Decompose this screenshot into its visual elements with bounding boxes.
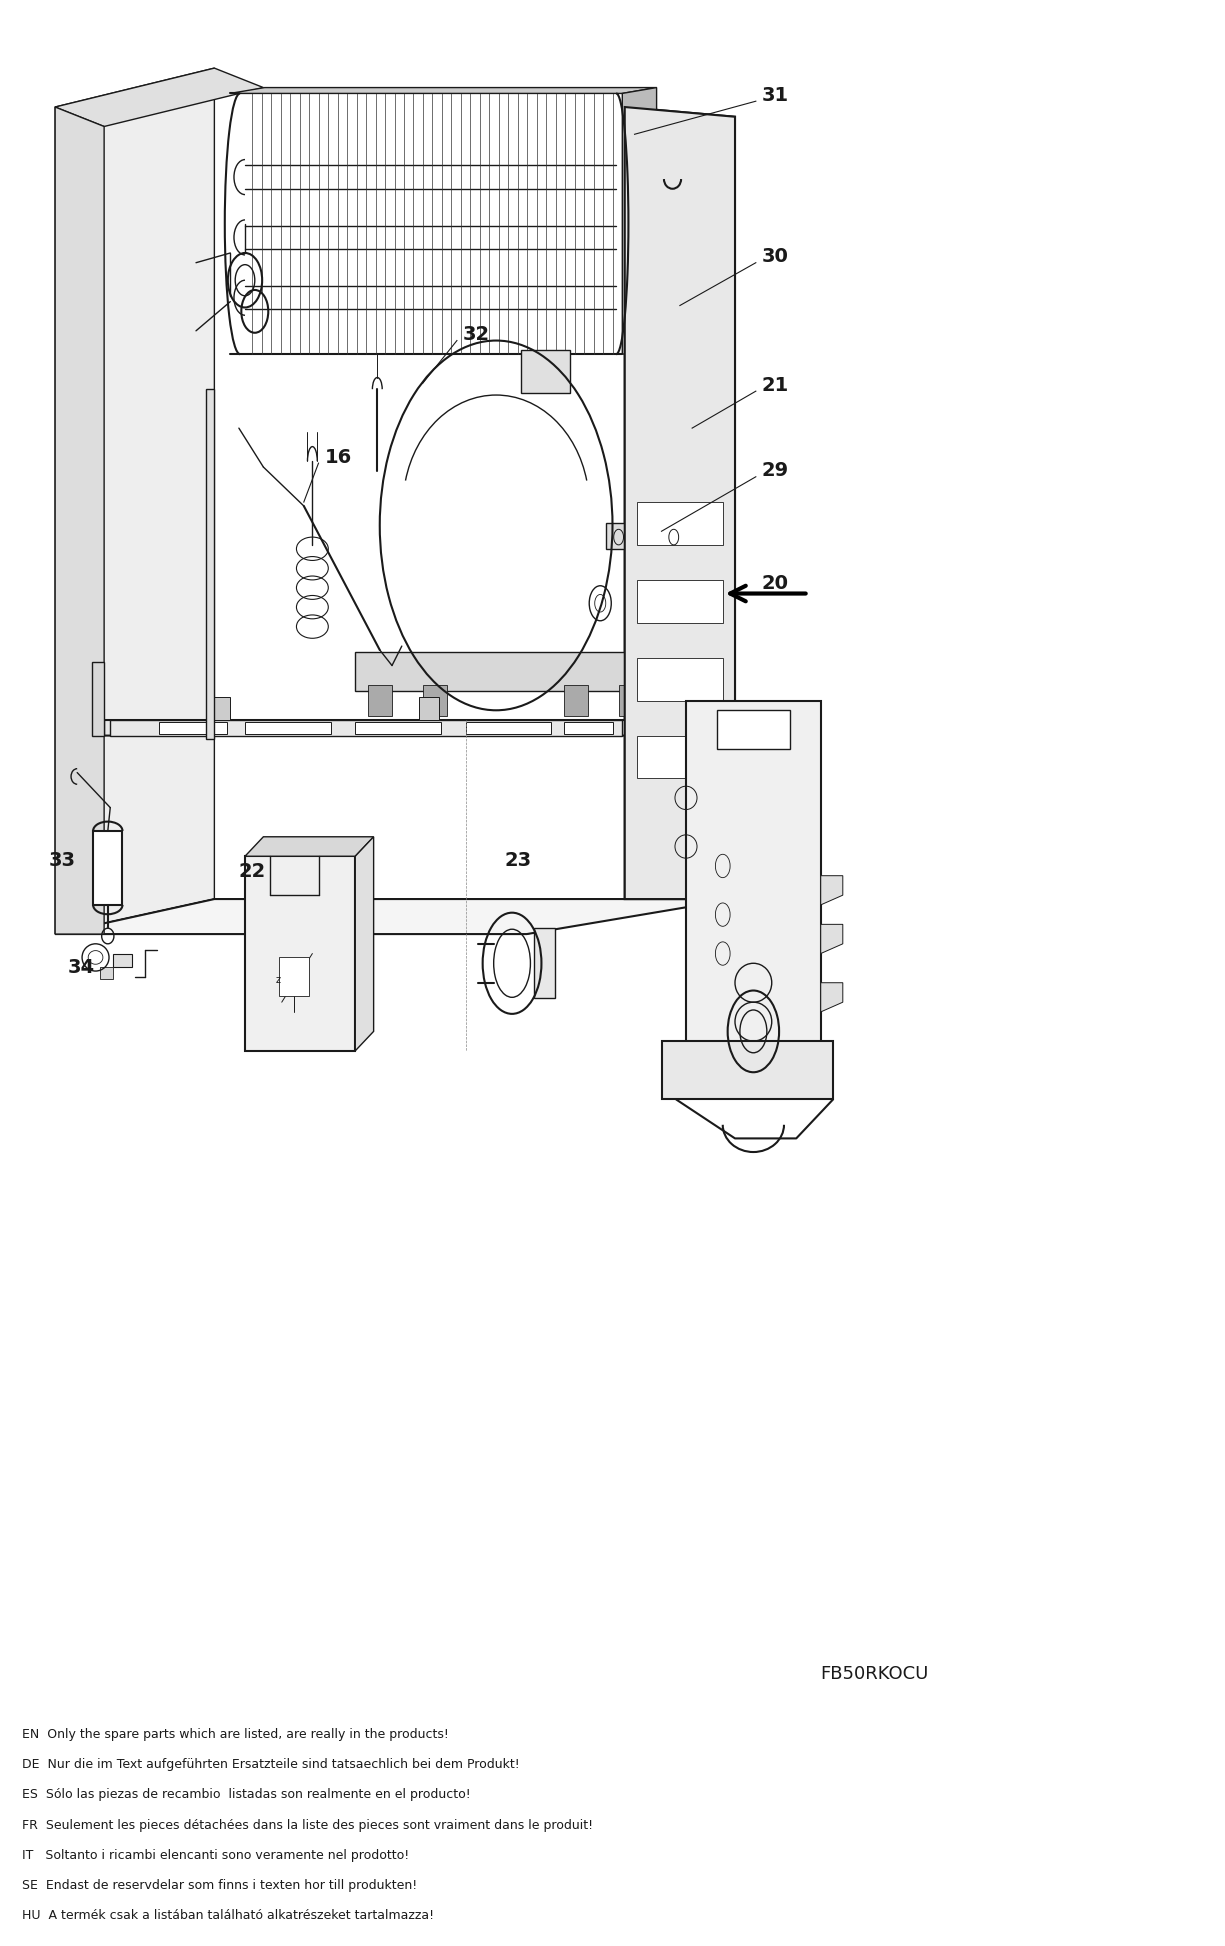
Polygon shape [637,658,723,701]
Polygon shape [245,856,355,1051]
Polygon shape [104,720,735,739]
Text: 16: 16 [325,448,352,467]
Text: z: z [276,975,281,985]
Polygon shape [92,662,104,736]
Text: SE  Endast de reservdelar som finns i texten hor till produkten!: SE Endast de reservdelar som finns i tex… [22,1880,418,1892]
Polygon shape [606,523,686,549]
Text: 21: 21 [762,376,789,395]
Polygon shape [55,899,735,934]
Polygon shape [159,722,227,734]
Polygon shape [110,720,622,736]
Polygon shape [564,685,588,716]
Polygon shape [355,837,374,1051]
Polygon shape [619,685,643,716]
Polygon shape [245,837,374,856]
Polygon shape [55,68,263,126]
Text: 29: 29 [762,461,789,481]
Text: ES  Sólo las piezas de recambio  listadas son realmente en el producto!: ES Sólo las piezas de recambio listadas … [22,1788,470,1802]
Text: FR  Seulement les pieces détachées dans la liste des pieces sont vraiment dans l: FR Seulement les pieces détachées dans l… [22,1818,593,1831]
Polygon shape [419,697,439,720]
Text: 22: 22 [239,862,266,882]
Polygon shape [821,876,843,905]
Polygon shape [625,107,735,899]
Polygon shape [625,720,735,739]
Text: HU  A termék csak a listában található alkatrészeket tartalmazza!: HU A termék csak a listában található al… [22,1909,434,1923]
Polygon shape [230,88,657,93]
Polygon shape [564,722,612,734]
Polygon shape [368,685,392,716]
Polygon shape [717,710,790,749]
Polygon shape [100,967,113,979]
Polygon shape [622,88,657,354]
Text: 33: 33 [49,850,76,870]
Polygon shape [662,1041,833,1099]
Text: 31: 31 [762,86,789,105]
Polygon shape [821,983,843,1012]
Polygon shape [211,697,230,720]
Polygon shape [466,722,551,734]
Polygon shape [245,722,331,734]
Polygon shape [279,957,309,996]
Polygon shape [55,899,686,934]
Text: 32: 32 [463,325,490,344]
Text: 23: 23 [505,850,532,870]
Polygon shape [55,68,214,934]
Text: EN  Only the spare parts which are listed, are really in the products!: EN Only the spare parts which are listed… [22,1728,448,1742]
Polygon shape [521,350,570,393]
Polygon shape [93,831,122,905]
Text: 30: 30 [762,247,789,267]
Polygon shape [355,722,441,734]
Polygon shape [637,502,723,545]
Polygon shape [686,701,821,1090]
Text: 20: 20 [762,574,789,594]
Text: IT   Soltanto i ricambi elencanti sono veramente nel prodotto!: IT Soltanto i ricambi elencanti sono ver… [22,1849,409,1862]
Polygon shape [423,685,447,716]
Text: 34: 34 [67,957,94,977]
Polygon shape [637,580,723,623]
Polygon shape [113,954,132,967]
Text: FB50RKOCU: FB50RKOCU [821,1664,929,1683]
Text: DE  Nur die im Text aufgeführten Ersatzteile sind tatsaechlich bei dem Produkt!: DE Nur die im Text aufgeführten Ersatzte… [22,1759,519,1771]
Polygon shape [355,652,655,691]
Polygon shape [625,107,735,899]
Polygon shape [534,928,555,998]
Polygon shape [206,389,214,739]
Polygon shape [821,924,843,954]
Polygon shape [637,736,723,778]
Polygon shape [55,107,104,934]
